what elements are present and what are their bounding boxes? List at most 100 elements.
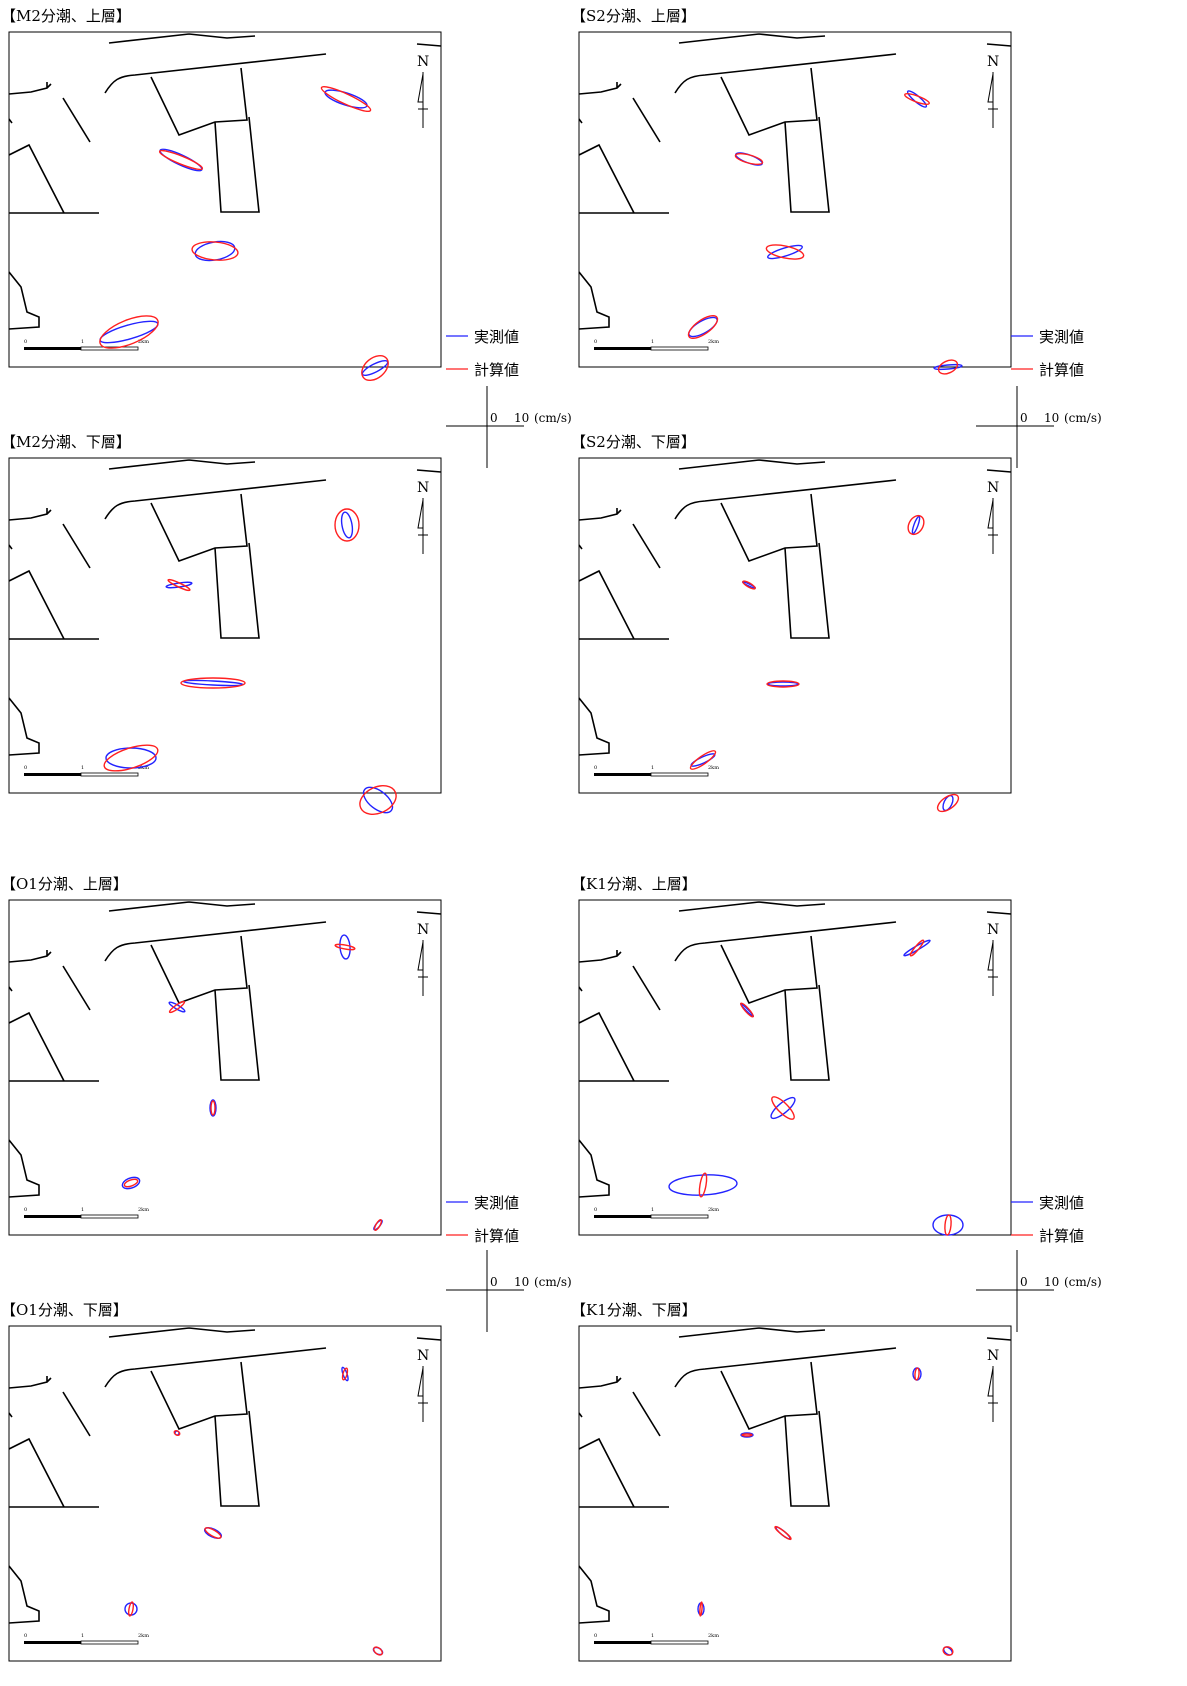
scale-bar: 0 1 2km	[594, 339, 719, 351]
scale-zero-label: 0	[490, 1275, 498, 1289]
ellipse-station	[907, 514, 925, 536]
observed-ellipse	[121, 1176, 141, 1190]
legend-observed-label: 実測値	[474, 328, 519, 346]
scale-bar-label: 1	[81, 765, 84, 771]
computed-ellipse	[191, 241, 239, 261]
computed-ellipse	[942, 1646, 954, 1656]
map-panel: 【K1分潮、上層】 N 0 1 2km	[571, 875, 1012, 1236]
panel-title: 【K1分潮、下層】	[571, 1301, 697, 1319]
map-frame	[8, 1325, 442, 1662]
scale-ten-label: 10	[1044, 411, 1059, 425]
velocity-scale: 0 10 (cm/s)	[446, 1250, 572, 1332]
scale-bar: 0 1 2km	[24, 1633, 149, 1645]
scale-unit-label: (cm/s)	[1064, 1275, 1102, 1289]
scale-unit-label: (cm/s)	[534, 1275, 572, 1289]
scale-bar-label: 2km	[708, 1207, 719, 1213]
north-label: N	[987, 1348, 999, 1364]
scale-zero-label: 0	[1020, 411, 1028, 425]
ellipse-station	[121, 1176, 141, 1190]
scale-bar: 0 1 2km	[594, 765, 719, 777]
ellipse-station	[668, 1172, 738, 1198]
scale-ten-label: 10	[514, 1275, 529, 1289]
scale-bar-label: 1	[81, 339, 84, 345]
scale-bar: 0 1 2km	[24, 765, 149, 777]
ellipse-station	[774, 1525, 792, 1541]
north-arrow: N	[417, 1348, 429, 1422]
ellipse-station	[932, 1214, 964, 1236]
panel-title: 【M2分潮、上層】	[1, 7, 131, 25]
ellipse-station	[734, 152, 764, 166]
observed-ellipse	[209, 1099, 217, 1117]
scale-bar-label: 1	[81, 1633, 84, 1639]
ellipse-station	[904, 90, 930, 108]
ellipse-station	[341, 1366, 349, 1382]
ellipse-station	[372, 1646, 384, 1656]
panel-title: 【K1分潮、上層】	[571, 875, 697, 893]
ellipse-station	[359, 785, 397, 815]
ellipse-station	[936, 793, 960, 813]
north-arrow: N	[987, 922, 999, 996]
map-panel: 【O1分潮、下層】 N 0 1 2km	[1, 1301, 442, 1662]
ellipse-station	[180, 677, 246, 689]
ellipse-station	[770, 1096, 796, 1120]
legend-upper: 実測値 計算値 0 10 (cm/s)	[446, 328, 572, 468]
north-label: N	[417, 54, 429, 70]
map-frame	[8, 31, 442, 368]
observed-ellipse	[767, 681, 799, 687]
computed-ellipse	[936, 793, 960, 813]
computed-ellipse	[373, 1219, 383, 1231]
panel-title: 【O1分潮、下層】	[1, 1301, 128, 1319]
ellipse-station	[209, 1099, 217, 1117]
map-panel: 【S2分潮、下層】 N 0 1 2km	[571, 433, 1012, 813]
scale-bar-label: 0	[24, 339, 27, 345]
computed-ellipse	[907, 514, 925, 536]
scale-bar-label: 2km	[708, 1633, 719, 1639]
computed-ellipse	[914, 1367, 920, 1381]
legend-observed-label: 実測値	[1039, 1194, 1084, 1212]
ellipse-station	[903, 939, 931, 957]
legend-lower: 実測値 計算値 0 10 (cm/s)	[446, 1194, 572, 1332]
scale-zero-label: 0	[490, 411, 498, 425]
ellipse-station	[942, 1646, 954, 1656]
ellipse-station	[933, 359, 963, 375]
north-arrow: N	[417, 922, 429, 996]
panel-title: 【S2分潮、上層】	[571, 7, 696, 25]
computed-ellipse	[734, 153, 764, 165]
scale-bar-label: 1	[651, 339, 654, 345]
ellipse-station	[687, 314, 719, 340]
map-frame	[578, 31, 1012, 368]
computed-ellipse	[361, 354, 389, 382]
scale-bar-label: 1	[651, 1633, 654, 1639]
observed-ellipse	[362, 786, 394, 814]
ellipse-station	[203, 1527, 223, 1539]
computed-ellipse	[766, 680, 800, 688]
ellipse-station	[165, 578, 193, 592]
computed-ellipse	[180, 677, 246, 689]
scale-bar-label: 0	[594, 339, 597, 345]
scale-bar-label: 2km	[138, 1207, 149, 1213]
scale-unit-label: (cm/s)	[1064, 411, 1102, 425]
map-frame	[8, 899, 442, 1236]
scale-bar-label: 2km	[138, 1633, 149, 1639]
ellipse-station	[168, 1000, 186, 1014]
panel-title: 【S2分潮、下層】	[571, 433, 696, 451]
north-arrow: N	[417, 54, 429, 128]
ellipse-station	[99, 315, 159, 349]
scale-bar-label: 1	[651, 1207, 654, 1213]
observed-ellipse	[933, 363, 963, 371]
computed-ellipse	[167, 578, 191, 592]
computed-ellipse	[127, 1601, 135, 1617]
velocity-scale: 0 10 (cm/s)	[976, 1250, 1102, 1332]
legend-computed-label: 計算値	[1039, 361, 1084, 379]
computed-ellipse	[158, 149, 204, 171]
computed-ellipse	[944, 1214, 952, 1236]
ellipse-station	[320, 86, 372, 112]
observed-ellipse	[911, 515, 921, 535]
ellipse-station	[334, 934, 356, 960]
scale-ten-label: 10	[1044, 1275, 1059, 1289]
map-frame	[578, 1325, 1012, 1662]
computed-ellipse	[103, 744, 159, 772]
panel-title: 【O1分潮、上層】	[1, 875, 128, 893]
map-frame	[578, 899, 1012, 1236]
